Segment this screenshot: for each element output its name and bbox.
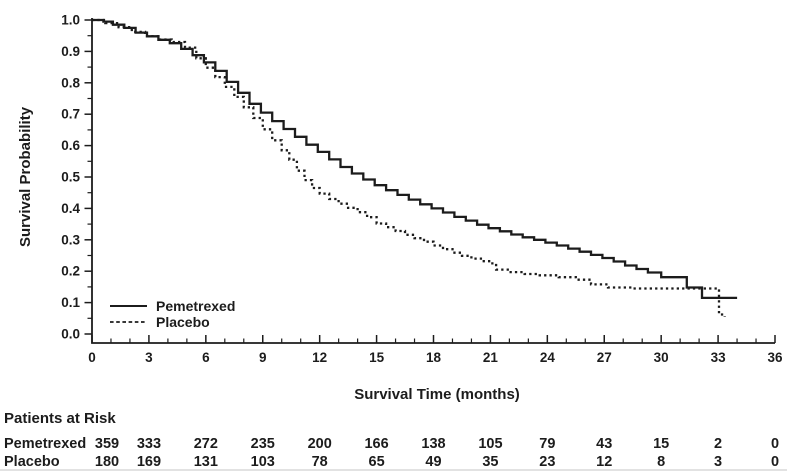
x-tick-label: 3 (145, 350, 153, 365)
risk-count: 105 (478, 436, 502, 452)
y-tick-label: 0.5 (61, 170, 80, 185)
x-tick-label: 0 (88, 350, 96, 365)
risk-count: 359 (95, 436, 119, 452)
risk-count: 131 (194, 454, 218, 470)
y-axis-title: Survival Probability (17, 106, 34, 247)
y-tick-label: 0.7 (61, 107, 80, 122)
risk-count: 138 (421, 436, 445, 452)
risk-count: 8 (657, 454, 665, 470)
patients-at-risk-title: Patients at Risk (4, 410, 116, 427)
y-tick-label: 0.4 (61, 201, 80, 216)
risk-count: 2 (714, 436, 722, 452)
x-tick-label: 27 (597, 350, 612, 365)
y-tick-label: 0.1 (61, 295, 80, 310)
y-tick-label: 0.2 (61, 264, 80, 279)
risk-count: 333 (137, 436, 161, 452)
x-tick-label: 21 (483, 350, 499, 365)
x-tick-label: 33 (711, 350, 727, 365)
risk-count: 15 (653, 436, 669, 452)
x-tick-label: 12 (312, 350, 327, 365)
risk-count: 12 (596, 454, 612, 470)
y-tick-label: 0.0 (61, 327, 80, 342)
axis-lines (91, 18, 775, 344)
patients-at-risk-table: Patients at Risk Pemetrexed Placebo 359 3… (4, 410, 779, 470)
y-tick-label: 0.8 (61, 75, 80, 90)
x-axis-title: Survival Time (months) (354, 386, 520, 403)
risk-number-cells: 359 333 272 235 200 166 138 105 79 43 15 2 0 180 169 13… (95, 436, 779, 470)
legend-label-pemetrexed: Pemetrexed (156, 298, 235, 314)
risk-count: 272 (194, 436, 218, 452)
risk-count: 43 (596, 436, 612, 452)
risk-count: 79 (539, 436, 555, 452)
x-tick-label: 36 (767, 350, 783, 365)
risk-count: 23 (539, 454, 555, 470)
risk-count: 3 (714, 454, 722, 470)
y-tick-label: 1.0 (61, 13, 80, 28)
risk-count: 235 (251, 436, 275, 452)
risk-row-label-pemetrexed: Pemetrexed (4, 436, 86, 452)
plot-axes: 0.00.10.20.30.40.50.60.70.80.91.00 3 6 9 12 1… (61, 13, 783, 366)
risk-count: 0 (771, 436, 779, 452)
pemetrexed-curve (92, 18, 738, 300)
risk-count: 49 (425, 454, 441, 470)
y-tick-label: 0.9 (61, 44, 80, 59)
placebo-curve (92, 18, 726, 317)
risk-count: 180 (95, 454, 119, 470)
x-tick-label: 30 (654, 350, 669, 365)
risk-row-label-placebo: Placebo (4, 454, 60, 470)
risk-count: 0 (771, 454, 779, 470)
x-tick-label: 18 (426, 350, 442, 365)
risk-count: 65 (369, 454, 385, 470)
risk-count: 169 (137, 454, 161, 470)
risk-count: 200 (308, 436, 332, 452)
y-tick-label: 0.6 (61, 138, 80, 153)
risk-count: 78 (312, 454, 328, 470)
legend-label-placebo: Placebo (156, 314, 210, 330)
legend: Pemetrexed Placebo (110, 298, 235, 330)
x-tick-label: 6 (202, 350, 210, 365)
risk-count: 35 (482, 454, 498, 470)
y-tick-label: 0.3 (61, 232, 80, 247)
x-tick-label: 9 (259, 350, 267, 365)
risk-count: 103 (251, 454, 275, 470)
x-tick-label: 24 (540, 350, 556, 365)
x-tick-label: 15 (369, 350, 385, 365)
risk-count: 166 (364, 436, 388, 452)
